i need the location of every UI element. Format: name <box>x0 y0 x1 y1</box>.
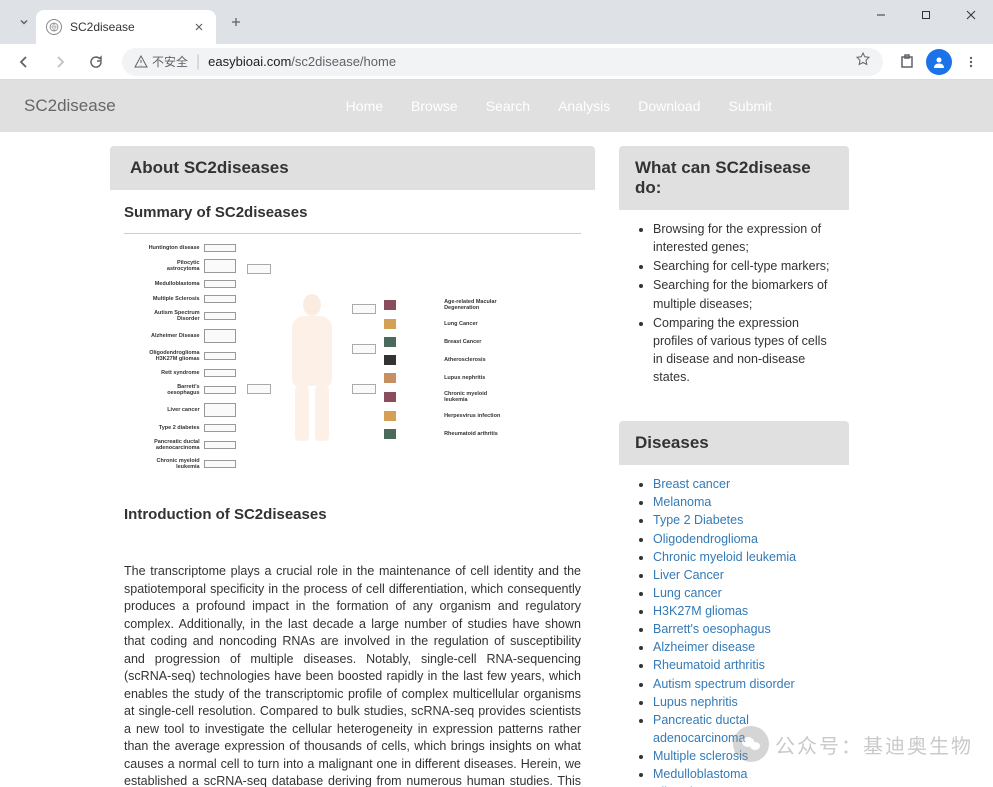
features-title: What can SC2disease do: <box>635 158 833 198</box>
nav-submit[interactable]: Submit <box>728 98 772 114</box>
window-controls <box>858 0 993 30</box>
disease-item: Chronic myeloid leukemia <box>653 548 833 566</box>
profile-avatar-icon <box>926 49 952 75</box>
disease-item: Melanoma <box>653 493 833 511</box>
disease-item: Pilocytic astrocytoma <box>653 783 833 787</box>
nav-browse[interactable]: Browse <box>411 98 458 114</box>
disease-item: Oligodendroglioma <box>653 530 833 548</box>
security-warning-icon: 不安全 <box>134 53 188 70</box>
profile-button[interactable] <box>925 48 953 76</box>
disease-item: Rheumatoid arthritis <box>653 656 833 674</box>
sidebar: What can SC2disease do: Browsing for the… <box>619 146 849 787</box>
disease-link[interactable]: Oligodendroglioma <box>653 532 758 546</box>
disease-item: Type 2 Diabetes <box>653 511 833 529</box>
nav-download[interactable]: Download <box>638 98 700 114</box>
feature-item: Searching for the biomarkers of multiple… <box>653 276 833 312</box>
minimize-button[interactable] <box>858 0 903 30</box>
tab-title: SC2disease <box>70 20 184 34</box>
security-label: 不安全 <box>152 53 188 70</box>
disease-link[interactable]: Autism spectrum disorder <box>653 677 795 691</box>
site-header: SC2disease Home Browse Search Analysis D… <box>0 80 993 132</box>
disease-link[interactable]: Multiple sclerosis <box>653 749 748 763</box>
browser-addressbar: 不安全 | easybioai.com/sc2disease/home <box>0 44 993 80</box>
disease-link[interactable]: Lung cancer <box>653 586 722 600</box>
bookmark-star-icon[interactable] <box>855 51 871 72</box>
disease-link[interactable]: Chronic myeloid leukemia <box>653 550 796 564</box>
globe-icon <box>46 19 62 35</box>
reload-button[interactable] <box>80 46 112 78</box>
diseases-title: Diseases <box>635 433 833 453</box>
maximize-button[interactable] <box>903 0 948 30</box>
disease-item: Lupus nephritis <box>653 693 833 711</box>
disease-link[interactable]: Alzheimer disease <box>653 640 755 654</box>
human-figure-icon <box>277 294 347 444</box>
main-column: About SC2diseases Summary of SC2diseases… <box>110 146 595 787</box>
url-text: easybioai.com/sc2disease/home <box>208 54 847 69</box>
tab-search-dropdown[interactable] <box>18 16 30 28</box>
disease-item: Autism spectrum disorder <box>653 675 833 693</box>
disease-item: Barrett's oesophagus <box>653 620 833 638</box>
disease-item: Lung cancer <box>653 584 833 602</box>
disease-item: Liver Cancer <box>653 566 833 584</box>
intro-text: The transcriptome plays a crucial role i… <box>124 563 581 787</box>
new-tab-button[interactable] <box>222 8 250 36</box>
disease-link[interactable]: Lupus nephritis <box>653 695 738 709</box>
nav-menu: Home Browse Search Analysis Download Sub… <box>346 98 772 114</box>
nav-home[interactable]: Home <box>346 98 383 114</box>
about-title: About SC2diseases <box>130 158 575 178</box>
summary-title: Summary of SC2diseases <box>124 204 581 221</box>
intro-title: Introduction of SC2diseases <box>124 506 581 523</box>
feature-item: Searching for cell-type markers; <box>653 257 833 275</box>
site-logo[interactable]: SC2disease <box>24 96 116 116</box>
disease-item: H3K27M gliomas <box>653 602 833 620</box>
disease-link[interactable]: Rheumatoid arthritis <box>653 658 765 672</box>
disease-link[interactable]: Pancreatic ductal adenocarcinoma <box>653 713 749 745</box>
page-viewport[interactable]: SC2disease Home Browse Search Analysis D… <box>0 80 993 787</box>
disease-link[interactable]: Melanoma <box>653 495 711 509</box>
forward-button[interactable] <box>44 46 76 78</box>
disease-link[interactable]: Breast cancer <box>653 477 730 491</box>
extensions-icon[interactable] <box>893 48 921 76</box>
page-body: About SC2diseases Summary of SC2diseases… <box>0 132 993 787</box>
features-card: What can SC2disease do: Browsing for the… <box>619 146 849 401</box>
close-window-button[interactable] <box>948 0 993 30</box>
browser-tab[interactable]: SC2disease <box>36 10 216 44</box>
nav-analysis[interactable]: Analysis <box>558 98 610 114</box>
menu-button[interactable] <box>957 48 985 76</box>
close-icon[interactable] <box>192 20 206 34</box>
diseases-list: Breast cancer Melanoma Type 2 Diabetes Olig… <box>635 475 833 787</box>
disease-link[interactable]: Medulloblastoma <box>653 767 748 781</box>
disease-item: Breast cancer <box>653 475 833 493</box>
browser-titlebar: SC2disease <box>0 0 993 44</box>
summary-diagram: Huntington diseasePilocytic astrocytomaM… <box>124 233 581 488</box>
disease-link[interactable]: Barrett's oesophagus <box>653 622 771 636</box>
disease-item: Multiple sclerosis <box>653 747 833 765</box>
feature-item: Browsing for the expression of intereste… <box>653 220 833 256</box>
disease-link[interactable]: Type 2 Diabetes <box>653 513 743 527</box>
diseases-card: Diseases Breast cancer Melanoma Type 2 Dia… <box>619 421 849 787</box>
url-bar[interactable]: 不安全 | easybioai.com/sc2disease/home <box>122 48 883 76</box>
nav-search[interactable]: Search <box>486 98 530 114</box>
feature-item: Comparing the expression profiles of var… <box>653 314 833 387</box>
disease-link[interactable]: Liver Cancer <box>653 568 724 582</box>
disease-item: Medulloblastoma <box>653 765 833 783</box>
disease-link[interactable]: H3K27M gliomas <box>653 604 748 618</box>
disease-item: Alzheimer disease <box>653 638 833 656</box>
features-list: Browsing for the expression of intereste… <box>635 220 833 386</box>
back-button[interactable] <box>8 46 40 78</box>
about-header: About SC2diseases <box>110 146 595 190</box>
disease-item: Pancreatic ductal adenocarcinoma <box>653 711 833 747</box>
about-body: Summary of SC2diseases Huntington diseas… <box>110 190 595 787</box>
